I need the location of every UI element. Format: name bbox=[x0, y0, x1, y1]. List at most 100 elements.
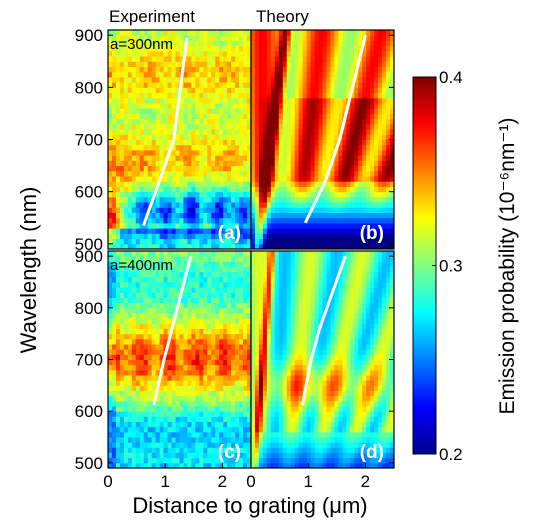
heatmap-cell bbox=[175, 349, 180, 355]
heatmap-cell bbox=[270, 442, 276, 448]
heatmap-cell bbox=[262, 61, 268, 67]
heatmap-cell bbox=[306, 30, 312, 36]
heatmap-cell bbox=[219, 349, 224, 355]
heatmap-cell bbox=[298, 97, 304, 104]
heatmap-cell bbox=[386, 170, 391, 177]
heatmap-cell bbox=[231, 170, 236, 177]
heatmap-cell bbox=[227, 87, 232, 94]
heatmap-cell bbox=[262, 369, 268, 376]
heatmap-cell bbox=[119, 287, 125, 293]
heatmap-cell bbox=[143, 359, 149, 366]
heatmap-cell bbox=[187, 380, 192, 386]
heatmap-cell bbox=[159, 139, 165, 146]
heatmap-cell bbox=[199, 123, 204, 130]
heatmap-cell bbox=[390, 207, 395, 213]
heatmap-cell bbox=[270, 165, 276, 172]
heatmap-cell bbox=[382, 30, 387, 36]
heatmap-cell bbox=[227, 364, 232, 371]
heatmap-cell bbox=[195, 196, 200, 203]
heatmap-cell bbox=[266, 431, 272, 438]
heatmap-cell bbox=[175, 380, 180, 386]
heatmap-cell bbox=[254, 134, 260, 140]
heatmap-cell bbox=[203, 359, 208, 366]
heatmap-cell bbox=[215, 92, 220, 99]
heatmap-cell bbox=[127, 400, 133, 407]
heatmap-cell bbox=[131, 421, 137, 428]
heatmap-cell bbox=[366, 66, 371, 73]
heatmap-cell bbox=[258, 369, 264, 376]
heatmap-cell bbox=[211, 369, 216, 376]
heatmap-cell bbox=[219, 160, 224, 167]
heatmap-cell bbox=[131, 302, 137, 309]
heatmap-cell bbox=[254, 276, 260, 283]
heatmap-cell bbox=[183, 118, 188, 125]
heatmap-cell bbox=[362, 45, 367, 52]
heatmap-cell bbox=[211, 61, 216, 67]
heatmap-cell bbox=[282, 30, 288, 36]
heatmap-cell bbox=[183, 442, 188, 448]
heatmap-cell bbox=[350, 238, 355, 245]
heatmap-cell bbox=[135, 186, 141, 193]
heatmap-cell bbox=[386, 186, 391, 193]
heatmap-cell bbox=[159, 395, 165, 402]
heatmap-cell bbox=[386, 50, 391, 57]
heatmap-cell bbox=[219, 170, 224, 177]
heatmap-cell bbox=[191, 318, 196, 324]
heatmap-cell bbox=[227, 56, 232, 62]
heatmap-cell bbox=[235, 390, 240, 397]
heatmap-cell bbox=[115, 302, 121, 309]
heatmap-cell bbox=[374, 196, 379, 203]
heatmap-cell bbox=[219, 40, 224, 47]
heatmap-cell bbox=[203, 297, 208, 304]
heatmap-cell bbox=[235, 155, 240, 161]
heatmap-cell bbox=[370, 243, 375, 250]
heatmap-cell bbox=[346, 40, 351, 47]
heatmap-cell bbox=[183, 186, 188, 193]
heatmap-cell bbox=[258, 416, 264, 422]
heatmap-cell bbox=[211, 233, 216, 240]
heatmap-cell bbox=[342, 165, 347, 172]
heatmap-cell bbox=[199, 323, 204, 329]
heatmap-cell bbox=[243, 30, 248, 36]
heatmap-cell bbox=[274, 452, 280, 459]
heatmap-cell bbox=[135, 390, 141, 397]
heatmap-cell bbox=[306, 144, 312, 151]
heatmap-cell bbox=[135, 416, 141, 422]
heatmap-cell bbox=[254, 292, 260, 298]
heatmap-cell bbox=[191, 390, 196, 397]
heatmap-cell bbox=[143, 292, 149, 298]
heatmap-cell bbox=[183, 207, 188, 213]
heatmap-cell bbox=[211, 139, 216, 146]
heatmap-cell bbox=[139, 349, 145, 355]
heatmap-cell bbox=[386, 87, 391, 94]
heatmap-cell bbox=[247, 66, 252, 73]
heatmap-cell bbox=[111, 416, 117, 422]
heatmap-cell bbox=[382, 144, 387, 151]
heatmap-cell bbox=[350, 66, 355, 73]
heatmap-cell bbox=[258, 170, 264, 177]
heatmap-cell bbox=[290, 144, 296, 151]
heatmap-cell bbox=[278, 228, 284, 234]
heatmap-cell bbox=[258, 212, 264, 219]
heatmap-cell bbox=[159, 40, 165, 47]
heatmap-cell bbox=[215, 359, 220, 366]
heatmap-cell bbox=[195, 118, 200, 125]
heatmap-cell bbox=[151, 56, 157, 62]
heatmap-cell bbox=[203, 333, 208, 340]
heatmap-cell bbox=[298, 181, 304, 187]
heatmap-cell bbox=[135, 297, 141, 304]
heatmap-cell bbox=[139, 462, 145, 469]
heatmap-cell bbox=[151, 313, 157, 319]
heatmap-cell bbox=[374, 238, 379, 245]
heatmap-cell bbox=[358, 155, 363, 161]
heatmap-cell bbox=[318, 30, 323, 36]
heatmap-cell bbox=[111, 276, 117, 283]
heatmap-cell bbox=[108, 92, 113, 99]
heatmap-cell bbox=[322, 160, 327, 167]
heatmap-cell bbox=[262, 256, 268, 262]
heatmap-cell bbox=[382, 165, 387, 172]
heatmap-cell bbox=[274, 313, 280, 319]
heatmap-cell bbox=[155, 144, 161, 151]
heatmap-cell bbox=[131, 71, 137, 78]
heatmap-cell bbox=[338, 176, 343, 182]
